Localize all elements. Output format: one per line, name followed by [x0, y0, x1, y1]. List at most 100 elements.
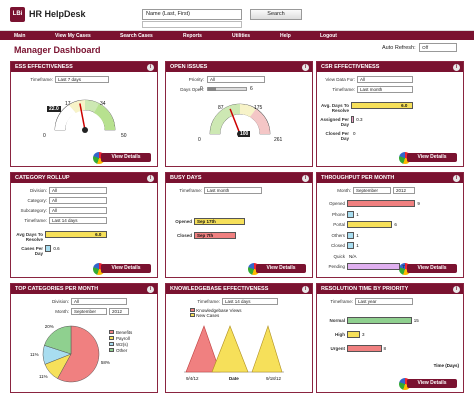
panel-title-text: CATEGORY ROLLUP — [15, 175, 70, 181]
category-select[interactable]: All — [49, 197, 107, 204]
ess-gauge — [54, 99, 116, 133]
timeframe-label: Timeframe: — [330, 299, 353, 304]
view-details-button[interactable]: View Details — [407, 379, 457, 388]
nav-item-view-my-cases[interactable]: View My Cases — [55, 32, 91, 39]
view-details-button[interactable]: View Details — [407, 153, 457, 162]
bar — [194, 218, 246, 225]
subcategory-select[interactable]: All — [49, 207, 107, 214]
panel-title: OPEN ISSUES i — [166, 62, 312, 72]
top-categories-pie-chart — [42, 325, 100, 383]
gauge-tick-3: 50 — [121, 133, 127, 139]
info-icon[interactable]: i — [453, 285, 460, 293]
legend-label: Benefits — [116, 330, 133, 335]
division-select[interactable]: All — [49, 187, 107, 194]
view-details-button[interactable]: View Details — [256, 264, 306, 273]
pie-slice — [57, 325, 100, 383]
info-icon[interactable]: i — [147, 63, 154, 71]
gauge-tick-1: 17 — [65, 101, 71, 107]
bar-value: 0.3 — [356, 117, 363, 122]
subcategory-label: Subcategory: — [20, 208, 47, 213]
year-select[interactable]: 2012 — [109, 308, 129, 315]
bar-value: Sep 7th — [197, 233, 214, 238]
view-data-for-select[interactable]: All — [357, 76, 413, 83]
info-icon[interactable]: i — [147, 285, 154, 293]
bar-label: High — [335, 332, 345, 337]
info-icon[interactable]: i — [453, 174, 460, 182]
bar — [347, 317, 412, 324]
bar-value: 1 — [356, 211, 359, 217]
pie-slice-label: 11% — [30, 352, 39, 358]
division-label: Division: — [51, 299, 69, 304]
legend-item: Other — [109, 348, 132, 354]
bar-label: Opened — [175, 219, 192, 224]
year-select[interactable]: 2012 — [393, 187, 415, 194]
axis-label: Time (Days) — [433, 363, 459, 368]
search-type-select[interactable]: Name (Last, First) — [142, 9, 242, 20]
days-open-label: Days Open: — [180, 87, 204, 92]
bar — [351, 116, 355, 123]
info-icon[interactable]: i — [453, 63, 460, 71]
month-select[interactable]: September — [71, 308, 107, 315]
panel-title-text: CSR EFFECTIVENESS — [321, 64, 380, 70]
legend-swatch — [109, 348, 114, 352]
nav-item-help[interactable]: Help — [280, 32, 291, 39]
month-label: Month: — [55, 309, 69, 314]
timeframe-select[interactable]: Last month — [204, 187, 262, 194]
bar-value: N/A — [349, 253, 357, 259]
legend-label: New Cases — [196, 313, 220, 318]
bar-value: Sep 17th — [197, 219, 216, 224]
bar — [347, 231, 355, 239]
page-title: Manager Dashboard — [14, 45, 101, 55]
panel-knowledgebase-effectiveness: KNOWLEDGEBASE EFFECTIVENESS i Timeframe: … — [165, 283, 313, 393]
view-details-button[interactable]: View Details — [407, 264, 457, 273]
timeframe-select[interactable]: Last month — [357, 86, 413, 93]
info-icon[interactable]: i — [302, 63, 309, 71]
panel-title-text: THROUGHPUT PER MONTH — [321, 175, 395, 181]
x-tick-end: 9/18/12 — [266, 376, 282, 381]
gauge-tick-0: 0 — [198, 137, 201, 143]
view-details-button[interactable]: View Details — [101, 264, 151, 273]
panel-title: ESS EFFECTIVENESS i — [11, 62, 157, 72]
panel-category-rollup: CATEGORY ROLLUP i Division: All Category:… — [10, 172, 158, 278]
nav-item-reports[interactable]: Reports — [183, 32, 202, 39]
bar-value: 0 — [353, 131, 356, 136]
info-icon[interactable]: i — [302, 285, 309, 293]
bar-label: Closed — [330, 243, 345, 248]
timeframe-select[interactable]: Last year — [355, 298, 413, 305]
panel-title: CATEGORY ROLLUP i — [11, 173, 157, 183]
bar-label: Avg. Days To Resolve — [320, 103, 349, 113]
bar-value: 8 — [383, 346, 387, 351]
pie-slice-label: 11% — [39, 373, 48, 379]
division-select[interactable]: All — [71, 298, 127, 305]
bar-value: 6 — [394, 222, 397, 227]
view-details-button[interactable]: View Details — [101, 153, 151, 162]
timeframe-select[interactable]: Last 14 days — [222, 298, 278, 305]
timeframe-select[interactable]: Last 7 days — [55, 76, 109, 83]
panel-title-text: KNOWLEDGEBASE EFFECTIVENESS — [170, 286, 269, 292]
info-icon[interactable]: i — [147, 174, 154, 182]
panel-title: KNOWLEDGEBASE EFFECTIVENESS i — [166, 284, 312, 294]
timeframe-label: Timeframe: — [179, 188, 202, 193]
days-open-slider[interactable] — [207, 87, 247, 91]
info-icon[interactable]: i — [302, 174, 309, 182]
days-open-max: 6 — [250, 86, 253, 92]
month-select[interactable]: September — [353, 187, 391, 194]
nav-item-utilities[interactable]: Utilities — [232, 32, 251, 39]
legend-label: Other — [116, 348, 128, 353]
nav-item-logout[interactable]: Logout — [320, 32, 337, 39]
auto-refresh-select[interactable]: Off — [419, 43, 458, 52]
legend-swatch — [190, 308, 195, 312]
timeframe-label: Timeframe: — [332, 87, 355, 92]
bar — [347, 263, 401, 270]
search-button[interactable]: Search — [250, 9, 302, 20]
bar-label: Urgent — [330, 346, 346, 351]
nav-item-main[interactable]: Main — [14, 32, 26, 39]
timeframe-select[interactable]: Last 14 days — [49, 217, 107, 224]
slider-handle[interactable] — [208, 87, 216, 91]
pie-legend: Benefits Payroll W2(s) Other — [109, 330, 132, 354]
panel-ess-effectiveness: ESS EFFECTIVENESS i Timeframe: Last 7 day… — [10, 61, 158, 167]
main-nav: Main View My Cases Search Cases Reports … — [0, 31, 474, 40]
search-input[interactable] — [142, 21, 242, 28]
nav-item-search-cases[interactable]: Search Cases — [120, 32, 153, 39]
priority-select[interactable]: All — [207, 76, 265, 83]
